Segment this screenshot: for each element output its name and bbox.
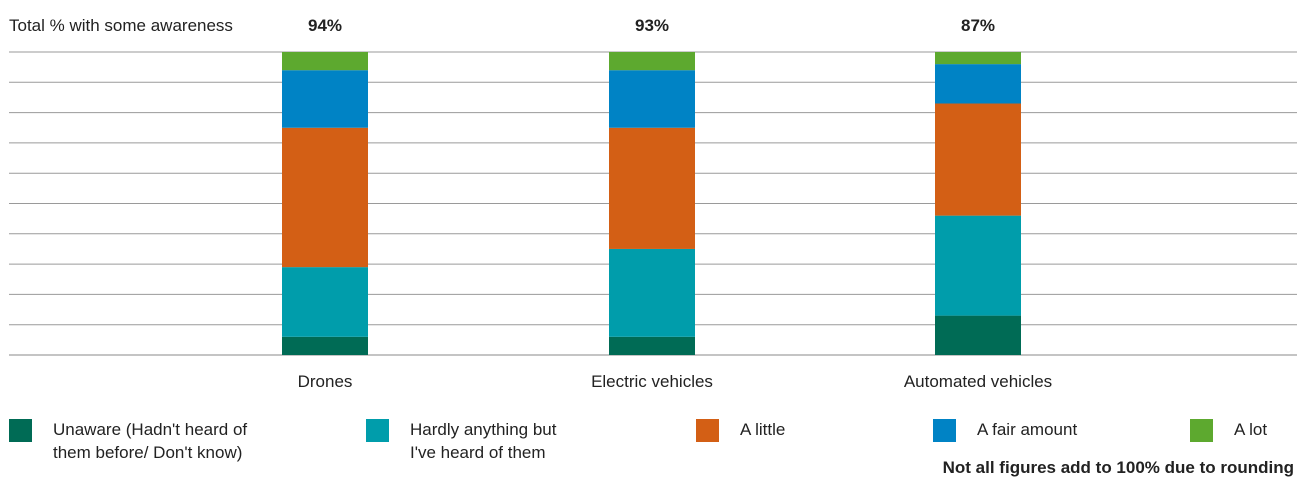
legend-label-a-little: A little (740, 420, 786, 439)
bar-segment-drones (282, 267, 368, 337)
bar-segment-drones (282, 70, 368, 128)
legend-swatch-a-little (696, 419, 719, 442)
bar-segment-automated-vehicles (935, 103, 1021, 216)
header-label: Total % with some awareness (9, 16, 233, 35)
bar-segment-electric-vehicles (609, 248, 695, 337)
bar-segment-automated-vehicles (935, 215, 1021, 316)
x-axis-label: Electric vehicles (591, 372, 713, 391)
footnote: Not all figures add to 100% due to round… (942, 458, 1294, 477)
bar-segment-electric-vehicles (609, 127, 695, 249)
bar-segment-automated-vehicles (935, 52, 1021, 65)
x-axis-label: Drones (298, 372, 353, 391)
bar-segment-electric-vehicles (609, 336, 695, 355)
total-label: 93% (635, 16, 669, 35)
legend-label-a-lot: A lot (1234, 420, 1268, 439)
bar-segment-electric-vehicles (609, 70, 695, 128)
legend-item-a-little: A little (696, 418, 785, 442)
legend-item-a-lot: A lot (1190, 418, 1267, 442)
bar-segment-drones (282, 52, 368, 71)
x-axis-label: Automated vehicles (904, 372, 1052, 391)
bar-segment-drones (282, 127, 368, 268)
bars (282, 52, 1021, 355)
x-axis-labels: Drones Electric vehicles Automated vehicle… (298, 372, 1053, 391)
bar-segment-automated-vehicles (935, 64, 1021, 104)
legend-label-a-fair-amount: A fair amount (977, 420, 1078, 439)
stacked-bar-chart: Total % with some awareness 94% 93% 87% Dr… (9, 16, 1297, 391)
bar-segment-electric-vehicles (609, 52, 695, 71)
legend-swatch-a-lot (1190, 419, 1213, 442)
bar-segment-drones (282, 336, 368, 355)
legend-swatch-a-fair-amount (933, 419, 956, 442)
legend-item-a-fair-amount: A fair amount (933, 418, 1077, 442)
legend-label-hardly-anything: Hardly anything but I've heard of them (410, 420, 557, 462)
legend-item-unaware: Unaware (Hadn't heard of them before/ Don… (9, 418, 247, 464)
total-label: 87% (961, 16, 995, 35)
legend-swatch-unaware (9, 419, 32, 442)
legend-item-hardly-anything: Hardly anything but I've heard of them (366, 418, 556, 464)
legend: Unaware (Hadn't heard of them before/ Don… (0, 418, 1306, 468)
bar-segment-automated-vehicles (935, 315, 1021, 355)
legend-swatch-hardly-anything (366, 419, 389, 442)
legend-label-unaware: Unaware (Hadn't heard of them before/ Don… (53, 420, 248, 462)
total-labels: 94% 93% 87% (308, 16, 995, 35)
total-label: 94% (308, 16, 342, 35)
